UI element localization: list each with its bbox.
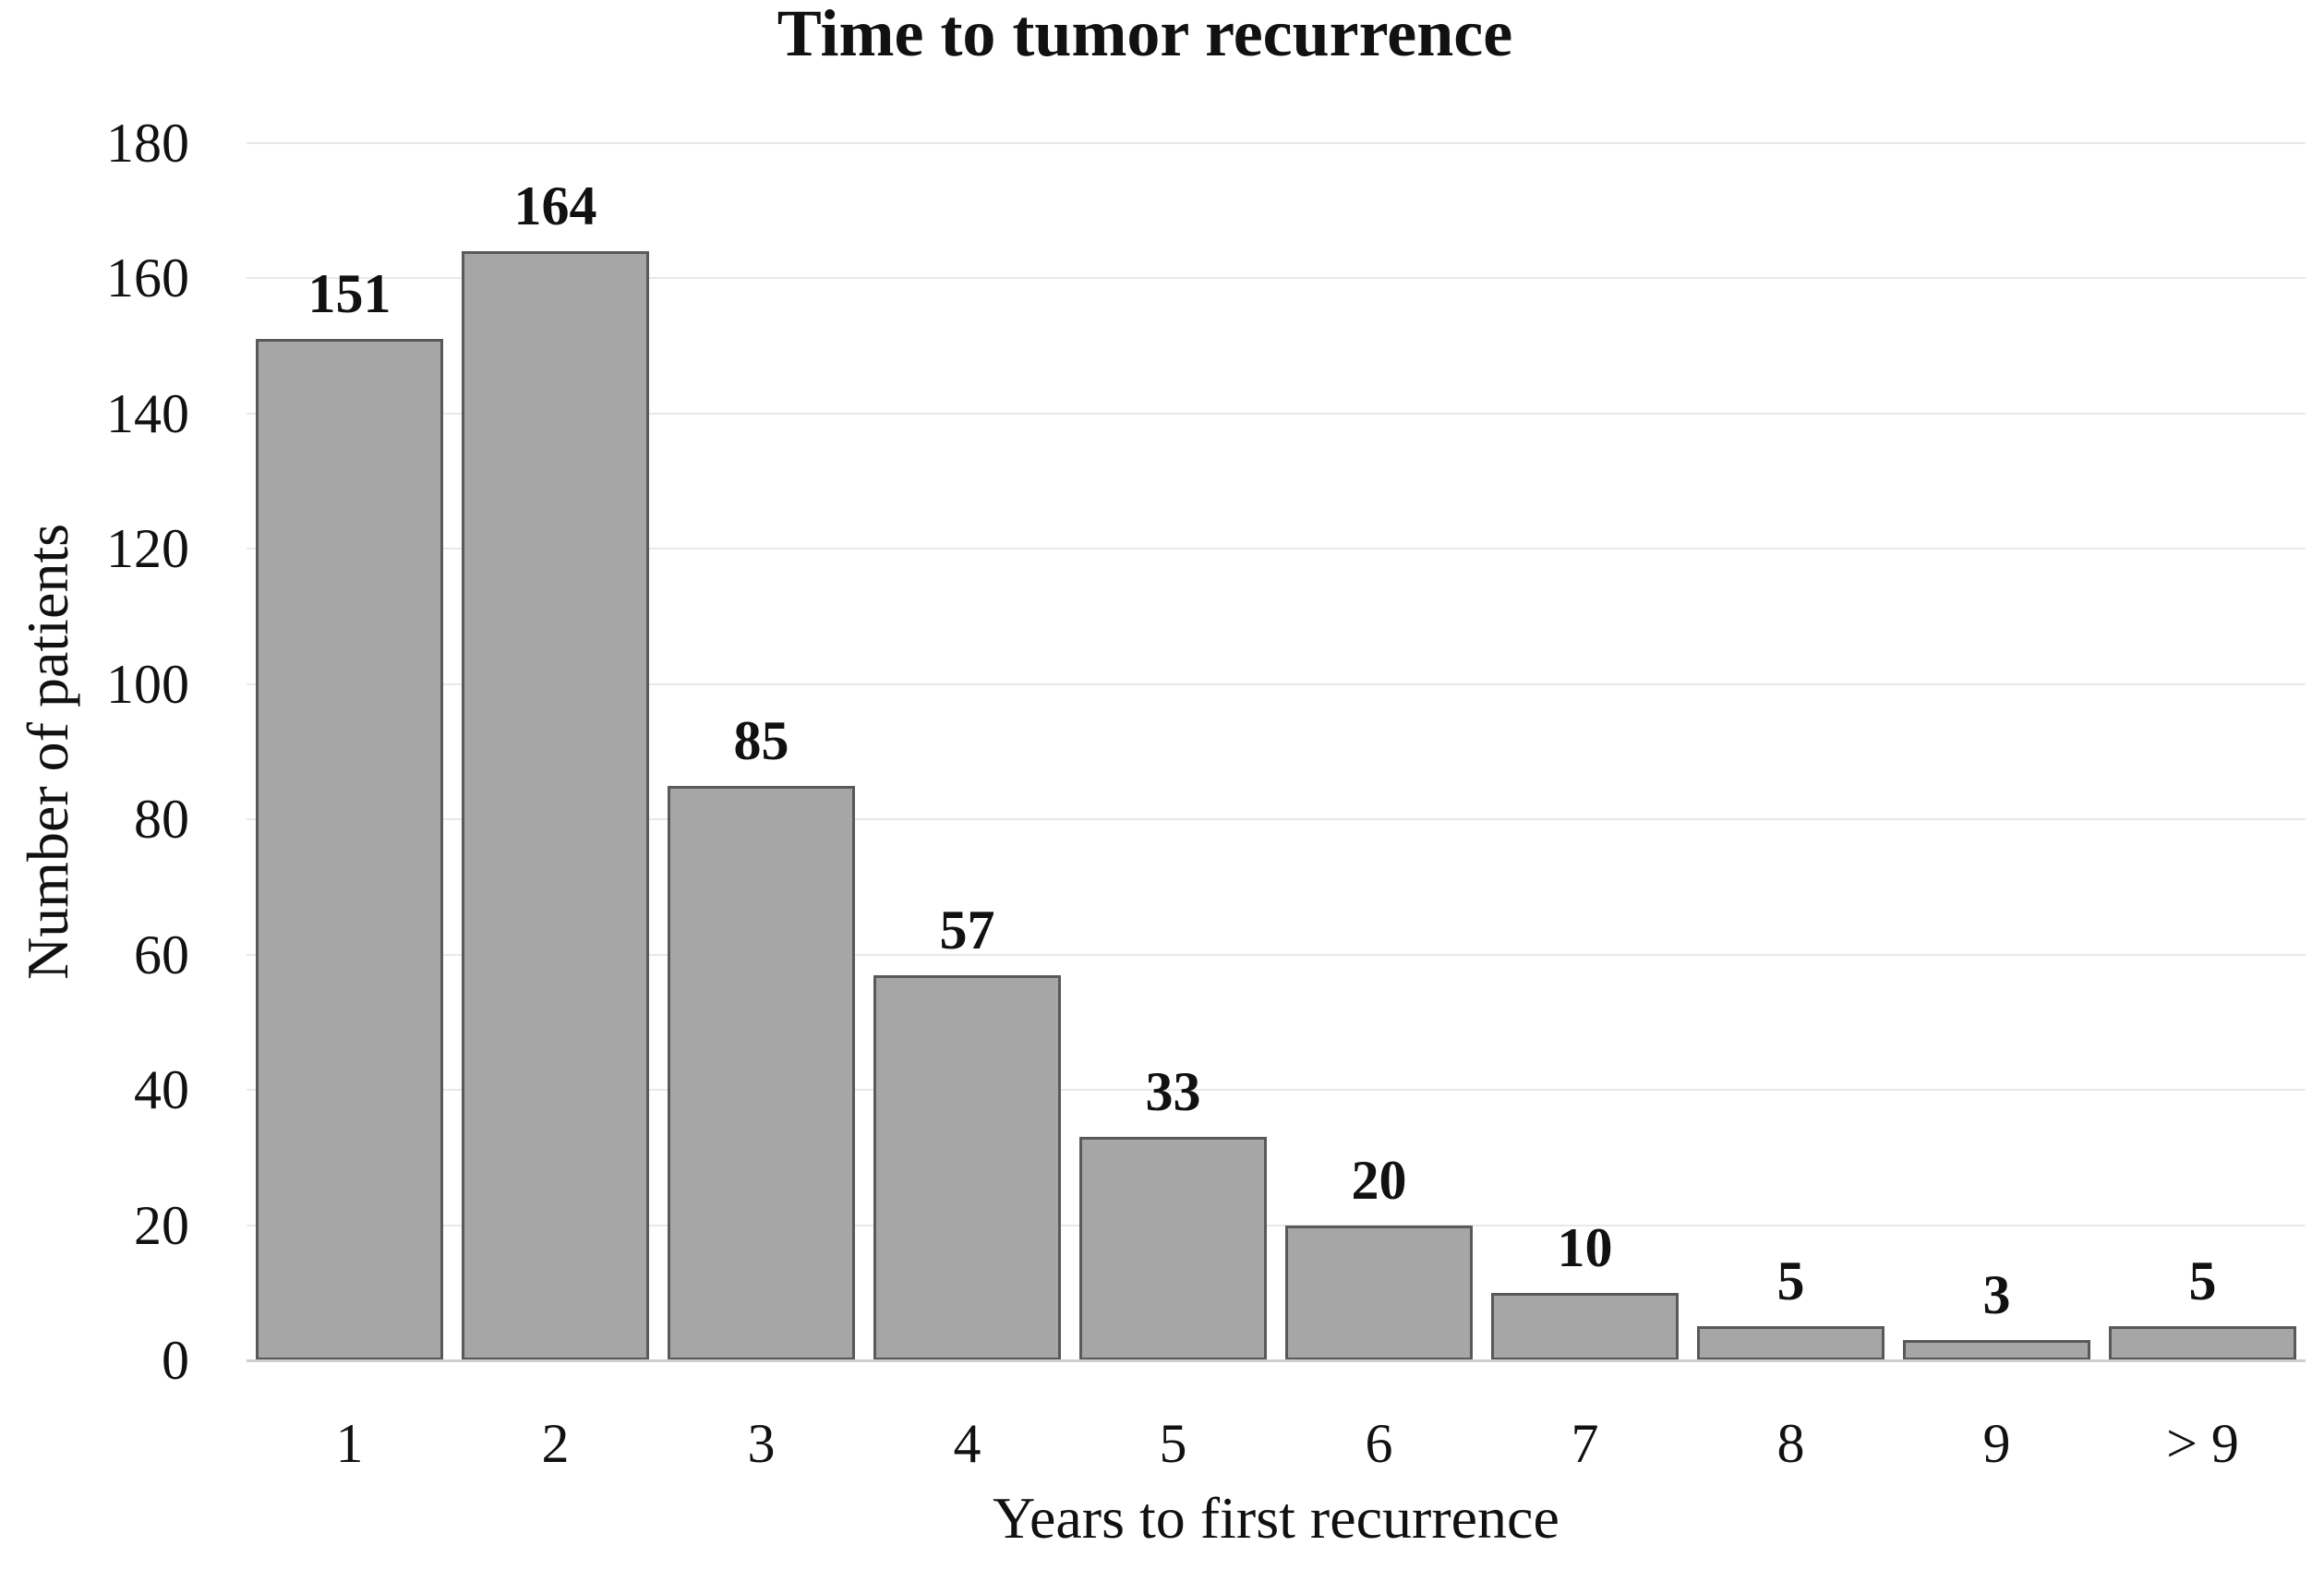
x-tick-label: 8 [1776,1413,1805,1474]
y-tick-label: 60 [134,924,189,985]
bar [1285,1226,1473,1360]
bar [668,786,855,1360]
x-axis-line [247,1359,2306,1362]
bar [1903,1340,2090,1360]
y-tick-label: 80 [134,789,189,851]
x-tick-label: 1 [335,1413,364,1474]
bar-value-label: 151 [307,263,391,324]
bar [1079,1137,1267,1360]
bar-slot: 5 [2100,1250,2306,1360]
y-tick-label: 0 [162,1330,189,1391]
x-tick-label: 9 [1982,1413,2011,1474]
chart-title: Time to tumor recurrence [777,0,1513,70]
bar-value-label: 20 [1351,1150,1407,1211]
x-tick-label: 7 [1571,1413,1599,1474]
bar [1697,1326,1884,1360]
bar-slot: 57 [864,900,1070,1360]
bar [873,975,1061,1360]
gridline [247,1224,2306,1226]
bar-value-label: 5 [2188,1250,2217,1311]
gridline [247,682,2306,685]
bar-slot: 151 [247,263,452,1360]
bars-row: 151 164 85 57 33 20 10 5 3 5 [247,143,2306,1360]
bar-value-label: 3 [1982,1264,2011,1325]
gridline [247,142,2306,144]
y-tick-label: 100 [106,653,189,715]
bar-slot: 5 [1688,1250,1894,1360]
y-tick-label: 140 [106,382,189,444]
gridline [247,953,2306,956]
plot-area: 151 164 85 57 33 20 10 5 3 5 [247,142,2306,1362]
gridline [247,548,2306,550]
bar [1491,1293,1679,1360]
bar [256,339,443,1360]
gridline [247,1089,2306,1092]
bar-value-label: 164 [513,175,597,236]
gridline [247,818,2306,821]
gridline [247,277,2306,280]
bar-value-label: 57 [939,900,995,960]
bar-slot: 85 [658,710,864,1360]
x-tick-label: > 9 [2166,1413,2239,1474]
bar-slot: 20 [1276,1150,1482,1360]
y-tick-label: 160 [106,248,189,309]
x-tick-label: 6 [1365,1413,1393,1474]
x-axis-title: Years to first recurrence [993,1485,1559,1551]
y-axis-title: Number of patients [15,523,80,981]
y-tick-label: 40 [134,1059,189,1121]
bar-value-label: 33 [1145,1061,1201,1122]
y-tick-label: 120 [106,518,189,580]
x-axis-ticks: 1 2 3 4 5 6 7 8 9 > 9 [247,1411,2306,1476]
bar [462,251,649,1360]
y-tick-label: 20 [134,1194,189,1256]
y-tick-label: 180 [106,113,189,174]
x-tick-label: 2 [541,1413,570,1474]
bar-value-label: 10 [1557,1217,1613,1278]
x-tick-label: 4 [953,1413,981,1474]
x-tick-label: 5 [1159,1413,1187,1474]
bar-slot: 33 [1070,1061,1276,1360]
bar [2109,1326,2296,1360]
bar-value-label: 85 [733,710,789,771]
bar-slot: 164 [452,175,658,1360]
bar-value-label: 5 [1776,1250,1805,1311]
x-tick-label: 3 [747,1413,776,1474]
gridline [247,412,2306,415]
bar-slot: 3 [1894,1264,2100,1360]
bar-slot: 10 [1482,1217,1688,1360]
